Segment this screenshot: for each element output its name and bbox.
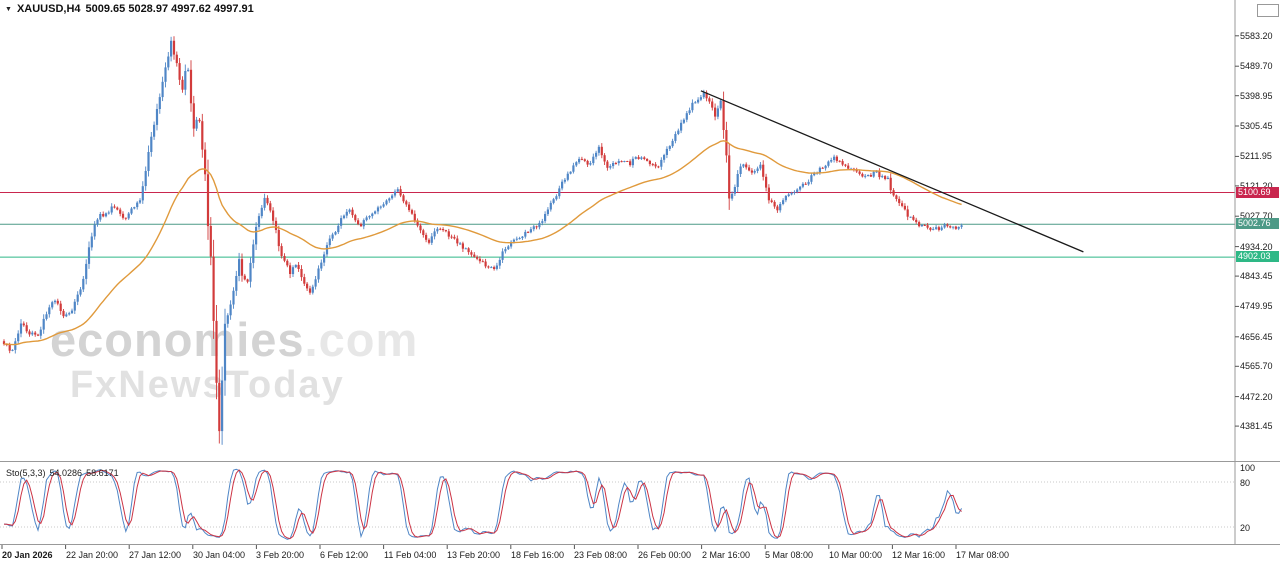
- stochastic-signal-line: [3, 469, 962, 540]
- indicator-value-main: 54.0286: [49, 468, 83, 478]
- watermark-line1: economies.com: [50, 313, 419, 366]
- symbol-dropdown-icon[interactable]: ▼: [5, 5, 12, 13]
- indicator-name: Sto(5,3,3): [6, 468, 46, 478]
- indicator-value-signal: 58.6171: [86, 468, 119, 478]
- watermark-line2: FxNewsToday: [70, 364, 345, 406]
- ohlc-values: 5009.65 5028.97 4997.62 4997.91: [85, 3, 254, 15]
- time-ticks: [1, 545, 957, 549]
- stochastic-pane: [0, 468, 1235, 540]
- stochastic-main-line: [3, 468, 963, 540]
- chart-header: ▼ XAUUSD,H4 5009.65 5028.97 4997.62 4997…: [5, 3, 254, 15]
- symbol-period-label: XAUUSD,H4: [16, 3, 81, 15]
- scale-marker-box: [1257, 4, 1279, 17]
- indicator-label: Sto(5,3,3) 54.0286 58.6171: [6, 468, 123, 478]
- trendline: [700, 90, 1084, 253]
- axis-lines: [0, 0, 1280, 545]
- moving-average-line: [4, 140, 962, 346]
- watermark: economies.com FxNewsToday: [50, 316, 418, 404]
- candles: [2, 36, 963, 445]
- horizontal-level-lines: [0, 192, 1235, 258]
